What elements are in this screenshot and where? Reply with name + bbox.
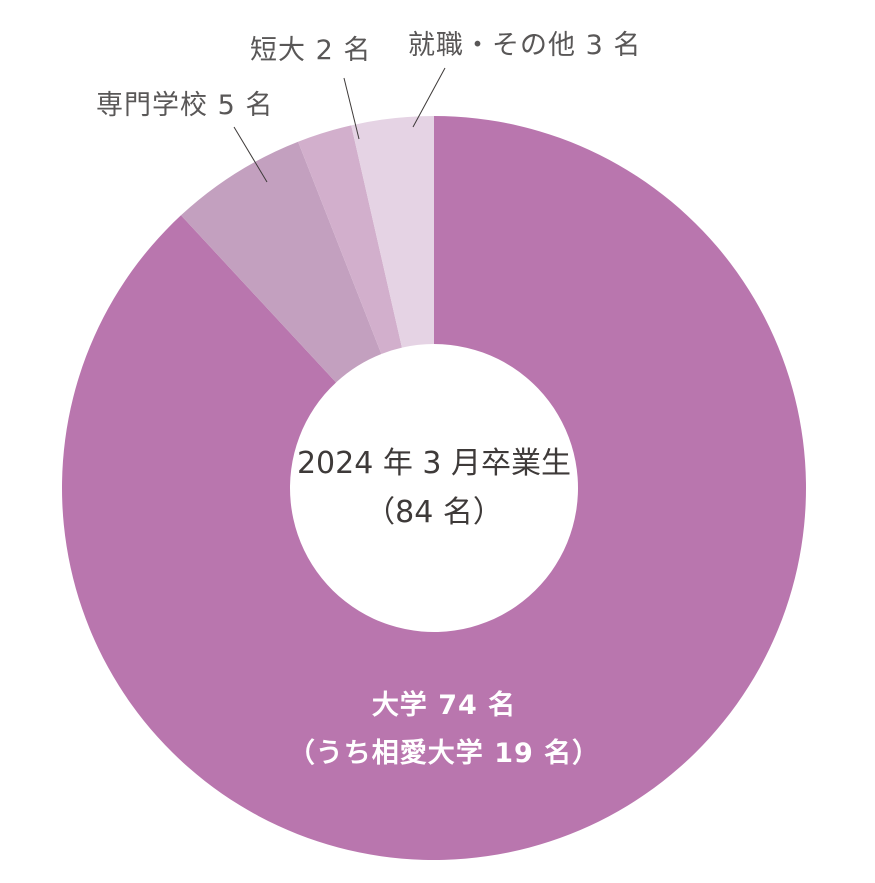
slice-専門学校 <box>180 141 382 383</box>
callout-line-employment <box>412 67 446 128</box>
slice-短大 <box>298 125 402 354</box>
label-junior-college: 短大 2 名 <box>250 35 372 66</box>
slice-大学 <box>61 116 806 861</box>
callout-line-junior-college <box>343 77 360 140</box>
label-employment-other: 就職・その他 3 名 <box>408 30 642 61</box>
donut-slices <box>61 116 806 861</box>
center-total: （84 名） <box>365 495 503 530</box>
center-title: 2024 年 3 月卒業生 <box>296 446 572 481</box>
callout-line-vocational <box>233 126 268 183</box>
slice-就職・その他 <box>351 116 434 348</box>
label-university-sub: （うち相愛大学 19 名） <box>287 738 601 769</box>
label-vocational: 専門学校 5 名 <box>96 90 274 121</box>
label-university: 大学 74 名 <box>371 690 517 721</box>
